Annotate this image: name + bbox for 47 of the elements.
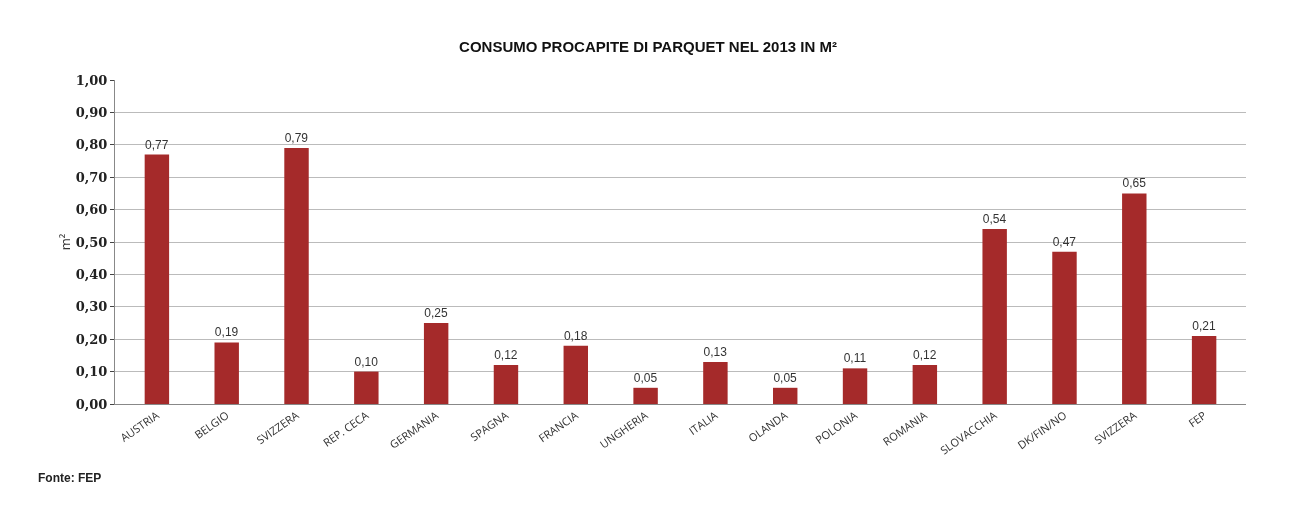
bar	[423, 323, 449, 404]
y-tick-label: 0,70	[75, 169, 108, 185]
y-tick-label: 0,80	[75, 137, 108, 153]
y-tick-label: 0,30	[75, 299, 108, 315]
data-label: 0,05	[773, 370, 798, 385]
y-tick-label: 0,20	[75, 331, 108, 347]
chart-title: CONSUMO PROCAPITE DI PARQUET NEL 2013 IN M²	[459, 37, 837, 55]
y-tick-label: 0,50	[75, 234, 108, 250]
bar	[703, 361, 728, 404]
bar	[1191, 335, 1217, 404]
y-tick-label: 1,00	[75, 72, 108, 88]
data-label: 0,12	[494, 348, 518, 363]
bar	[842, 368, 868, 404]
bar	[144, 154, 170, 404]
bar	[773, 387, 798, 404]
data-label: 0,21	[1192, 318, 1216, 333]
bar	[354, 371, 379, 404]
bar	[912, 365, 938, 404]
y-tick-label: 0,90	[75, 104, 108, 120]
bar	[1122, 193, 1147, 404]
y-tick-label: 0,00	[75, 396, 108, 412]
y-tick-label: 0,40	[75, 266, 108, 282]
data-label: 0,54	[982, 212, 1007, 227]
data-label: 0,13	[703, 344, 728, 359]
data-label: 0,05	[633, 370, 658, 385]
bar	[982, 229, 1007, 404]
bar	[214, 342, 239, 404]
data-label: 0,19	[214, 325, 239, 340]
bar	[633, 387, 658, 404]
data-label: 0,10	[354, 354, 379, 369]
data-label: 0,11	[843, 351, 867, 366]
data-label: 0,47	[1052, 234, 1077, 249]
y-tick-label: 0,10	[75, 364, 108, 380]
bar	[563, 345, 588, 404]
data-label: 0,12	[913, 348, 937, 363]
x-tick-label: FEP	[1185, 407, 1210, 431]
data-label: 0,79	[284, 131, 309, 146]
source-note: Fonte: FEP	[38, 471, 102, 485]
data-label: 0,25	[424, 306, 448, 320]
data-label: 0,65	[1122, 176, 1147, 191]
data-label: 0,18	[563, 328, 588, 343]
bar	[1052, 251, 1077, 404]
bar	[493, 365, 519, 404]
y-axis-title: m²	[55, 233, 74, 251]
y-tick-label: 0,60	[75, 202, 108, 218]
data-label: 0,77	[145, 137, 169, 152]
bar	[284, 148, 309, 404]
